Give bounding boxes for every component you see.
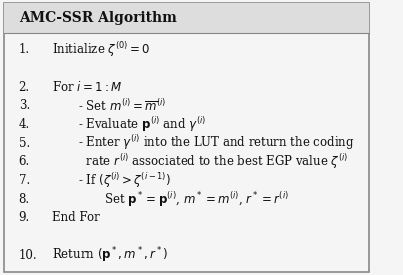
Text: 7.: 7. bbox=[19, 174, 30, 187]
Text: 6.: 6. bbox=[19, 155, 30, 168]
Text: 3.: 3. bbox=[19, 99, 30, 112]
Text: 5.: 5. bbox=[19, 137, 30, 150]
Text: Return $(\mathbf{p}^*, m^*, r^*)$: Return $(\mathbf{p}^*, m^*, r^*)$ bbox=[52, 245, 168, 265]
FancyBboxPatch shape bbox=[4, 3, 370, 33]
Text: 4.: 4. bbox=[19, 118, 30, 131]
Text: For $i = 1 : M$: For $i = 1 : M$ bbox=[52, 80, 123, 94]
Text: - Enter $\gamma^{(i)}$ into the LUT and return the coding: - Enter $\gamma^{(i)}$ into the LUT and … bbox=[78, 134, 355, 153]
Text: - Set $m^{(i)} = \overline{m}^{(i)}$: - Set $m^{(i)} = \overline{m}^{(i)}$ bbox=[78, 98, 166, 114]
FancyBboxPatch shape bbox=[4, 3, 370, 272]
Text: End For: End For bbox=[52, 211, 100, 224]
Text: 2.: 2. bbox=[19, 81, 30, 94]
Text: Set $\mathbf{p}^* = \mathbf{p}^{(i)}$, $m^* = m^{(i)}$, $r^* = r^{(i)}$: Set $\mathbf{p}^* = \mathbf{p}^{(i)}$, $… bbox=[104, 189, 289, 208]
Text: 9.: 9. bbox=[19, 211, 30, 224]
Text: - If $(\zeta^{(i)} > \zeta^{(i-1)})$: - If $(\zeta^{(i)} > \zeta^{(i-1)})$ bbox=[78, 171, 171, 190]
Text: AMC-SSR Algorithm: AMC-SSR Algorithm bbox=[19, 11, 177, 25]
Text: 1.: 1. bbox=[19, 43, 30, 56]
Text: 8.: 8. bbox=[19, 192, 30, 205]
Text: Initialize $\zeta^{(0)} = 0$: Initialize $\zeta^{(0)} = 0$ bbox=[52, 40, 150, 59]
Text: - Evaluate $\mathbf{p}^{(i)}$ and $\gamma^{(i)}$: - Evaluate $\mathbf{p}^{(i)}$ and $\gamm… bbox=[78, 115, 207, 134]
Text: 10.: 10. bbox=[19, 249, 37, 262]
Text: rate $r^{(i)}$ associated to the best EGP value $\zeta^{(i)}$: rate $r^{(i)}$ associated to the best EG… bbox=[78, 152, 349, 171]
